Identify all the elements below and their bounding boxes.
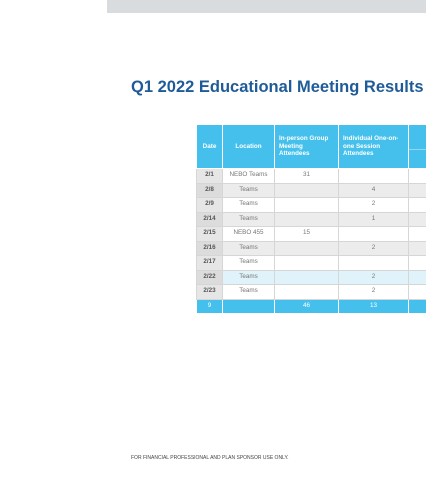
cell (338, 168, 409, 184)
cell (274, 255, 339, 271)
cell (338, 255, 409, 271)
cell (408, 240, 426, 256)
top-bar (107, 0, 426, 13)
cell (408, 197, 426, 213)
cell: NEBO Teams (222, 168, 275, 184)
cell (408, 269, 426, 285)
footer: FOR FINANCIAL PROFESSIONAL AND PLAN SPON… (131, 455, 289, 461)
column-header: Individual One-on-one Session Attendees (338, 124, 409, 169)
cell: 2/17 (196, 255, 223, 271)
cell: Teams (222, 211, 275, 227)
cell (408, 226, 426, 242)
cell (274, 284, 339, 300)
column-header: In-person Group Meeting Attendees (274, 124, 339, 169)
cell (274, 240, 339, 256)
cell (408, 211, 426, 227)
cell: 1 (338, 211, 409, 227)
total-cell (222, 298, 275, 314)
cell (274, 211, 339, 227)
table-row: 2/23 Teams 2 (196, 284, 426, 300)
cell (408, 168, 426, 184)
cell (408, 284, 426, 300)
cell (274, 182, 339, 198)
cell: Teams (222, 284, 275, 300)
cell (274, 197, 339, 213)
cell: 2/9 (196, 197, 223, 213)
table-container: Date Location In-person Group Meeting Atte… (196, 124, 426, 324)
column-header (408, 124, 426, 169)
cell: Teams (222, 255, 275, 271)
cell: 2 (338, 197, 409, 213)
cell: 2/14 (196, 211, 223, 227)
cell (274, 269, 339, 285)
total-cell (408, 298, 426, 314)
table-row: 2/17 Teams (196, 255, 426, 271)
header-divider (409, 149, 426, 168)
table-row: 2/8 Teams 4 (196, 182, 426, 198)
total-cell: 9 (196, 298, 223, 314)
cell (408, 182, 426, 198)
cell: Teams (222, 182, 275, 198)
header-row: Date Location In-person Group Meeting Atte… (196, 124, 426, 169)
cell (338, 226, 409, 242)
cell: 4 (338, 182, 409, 198)
cell: 2/8 (196, 182, 223, 198)
table-row: 2/22 Teams 2 (196, 269, 426, 285)
cell: 2 (338, 284, 409, 300)
cell: 2/15 (196, 226, 223, 242)
cell: 2 (338, 240, 409, 256)
column-header: Location (222, 124, 275, 169)
cell: NEBO 455 (222, 226, 275, 242)
cell: 2/22 (196, 269, 223, 285)
total-cell: 46 (274, 298, 339, 314)
cell: 2/23 (196, 284, 223, 300)
table-row: 2/14 Teams 1 (196, 211, 426, 227)
column-header: Date (196, 124, 223, 169)
cell: 2/1 (196, 168, 223, 184)
title: Q1 2022 Educational Meeting Results (131, 78, 424, 96)
results-table: Date Location In-person Group Meeting Atte… (196, 124, 426, 314)
cell: Teams (222, 269, 275, 285)
cell: Teams (222, 197, 275, 213)
cell: 31 (274, 168, 339, 184)
total-row: 9 46 13 (196, 298, 426, 314)
cell: 15 (274, 226, 339, 242)
table-row: 2/9 Teams 2 (196, 197, 426, 213)
cell: 2/16 (196, 240, 223, 256)
total-cell: 13 (338, 298, 409, 314)
cell: 2 (338, 269, 409, 285)
cell (408, 255, 426, 271)
cell: Teams (222, 240, 275, 256)
table-row: 2/15 NEBO 455 15 (196, 226, 426, 242)
table-row: 2/16 Teams 2 (196, 240, 426, 256)
table-row: 2/1 NEBO Teams 31 (196, 168, 426, 184)
